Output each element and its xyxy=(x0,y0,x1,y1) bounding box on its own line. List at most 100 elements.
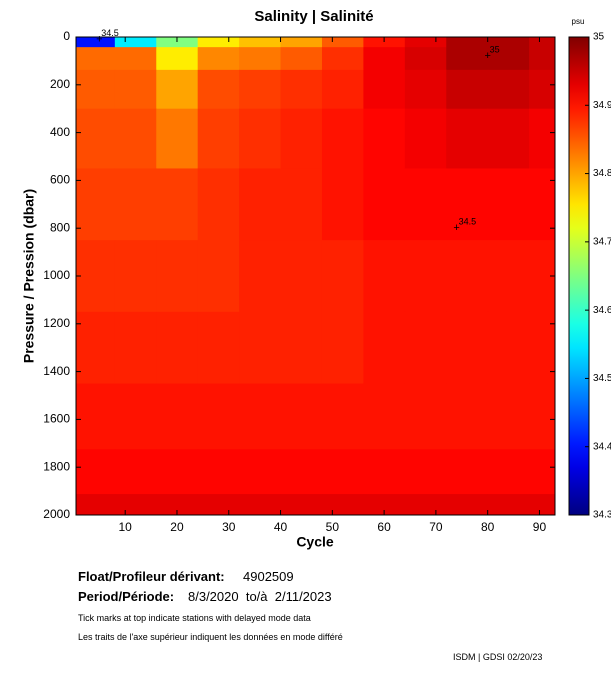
cell xyxy=(114,494,157,516)
cell xyxy=(321,37,364,48)
cell xyxy=(487,383,530,450)
cell xyxy=(446,168,489,241)
cell xyxy=(156,108,199,169)
cell xyxy=(197,47,240,71)
cell xyxy=(76,311,116,385)
cell xyxy=(321,69,364,110)
period-label: Period/Période: xyxy=(78,589,175,604)
cell xyxy=(76,108,116,169)
cell xyxy=(404,69,447,110)
colorbar-tick-label: 34.8 xyxy=(593,168,611,179)
cell xyxy=(404,47,447,71)
note-en: Tick marks at top indicate stations with… xyxy=(78,613,311,623)
cell xyxy=(487,37,530,48)
cell xyxy=(404,37,447,48)
chart-title: Salinity | Salinité xyxy=(254,8,373,25)
cell xyxy=(321,449,364,495)
cell xyxy=(156,383,199,450)
cell xyxy=(446,108,489,169)
cell xyxy=(280,108,323,169)
colorbar-tick-label: 34.5 xyxy=(593,373,611,384)
period: 8/3/2020 to/à 2/11/2023 xyxy=(188,589,332,604)
colorbar-tick-label: 34.3 xyxy=(593,510,611,521)
cell xyxy=(114,383,157,450)
cell xyxy=(487,494,530,516)
cell xyxy=(114,240,157,313)
cell xyxy=(280,494,323,516)
y-tick-label: 400 xyxy=(50,125,70,139)
cell xyxy=(321,383,364,450)
cell xyxy=(446,383,489,450)
cell xyxy=(156,69,199,110)
cell xyxy=(487,108,530,169)
cell xyxy=(321,108,364,169)
cell xyxy=(446,69,489,110)
cell xyxy=(156,37,199,48)
cell xyxy=(114,168,157,241)
x-tick-label: 20 xyxy=(170,520,184,534)
y-tick-label: 1000 xyxy=(43,268,70,282)
cell xyxy=(239,108,282,169)
cell xyxy=(156,168,199,241)
cell xyxy=(76,494,116,516)
colorbar-tick-label: 35 xyxy=(593,32,605,43)
cell xyxy=(280,37,323,48)
cell xyxy=(280,240,323,313)
cell xyxy=(404,383,447,450)
y-tick-label: 1200 xyxy=(43,316,70,330)
cell xyxy=(239,383,282,450)
y-tick-label: 0 xyxy=(63,29,70,43)
x-tick-label: 80 xyxy=(481,520,495,534)
x-tick-label: 60 xyxy=(377,520,391,534)
cell xyxy=(280,383,323,450)
annotation-marker: + xyxy=(96,33,102,45)
colorbar-tick-label: 34.9 xyxy=(593,100,611,111)
cell xyxy=(487,168,530,241)
cell xyxy=(76,240,116,313)
cell xyxy=(363,383,406,450)
cell xyxy=(363,311,406,385)
colorbar xyxy=(568,36,590,516)
cell xyxy=(529,47,556,71)
x-tick-label: 30 xyxy=(222,520,236,534)
cell xyxy=(197,108,240,169)
cell xyxy=(529,108,556,169)
cell xyxy=(197,37,240,48)
cell xyxy=(280,47,323,71)
cell xyxy=(239,168,282,241)
cell xyxy=(156,311,199,385)
cell xyxy=(404,168,447,241)
colorbar-tick-label: 34.6 xyxy=(593,305,611,316)
cell xyxy=(197,69,240,110)
cell xyxy=(363,494,406,516)
colorbar-tick-label: 34.7 xyxy=(593,236,611,247)
cell xyxy=(114,449,157,495)
cell xyxy=(529,494,556,516)
cell xyxy=(156,47,199,71)
cell xyxy=(114,37,157,48)
x-tick-label: 50 xyxy=(326,520,340,534)
cell xyxy=(404,494,447,516)
cell xyxy=(197,449,240,495)
y-tick-label: 2000 xyxy=(43,507,70,521)
cell xyxy=(529,383,556,450)
cell xyxy=(76,383,116,450)
cell xyxy=(76,449,116,495)
y-tick-label: 200 xyxy=(50,77,70,91)
cell xyxy=(404,240,447,313)
cell xyxy=(239,240,282,313)
colorbar-tick-label: 34.4 xyxy=(593,441,611,452)
x-axis-title: Cycle xyxy=(296,534,334,550)
x-tick-label: 70 xyxy=(429,520,443,534)
cell xyxy=(446,311,489,385)
cell xyxy=(197,240,240,313)
cell xyxy=(363,69,406,110)
y-tick-label: 1400 xyxy=(43,364,70,378)
cell xyxy=(446,47,489,71)
cell xyxy=(487,449,530,495)
cell xyxy=(239,37,282,48)
x-tick-label: 10 xyxy=(119,520,133,534)
annotation: 34.5 xyxy=(459,217,477,227)
